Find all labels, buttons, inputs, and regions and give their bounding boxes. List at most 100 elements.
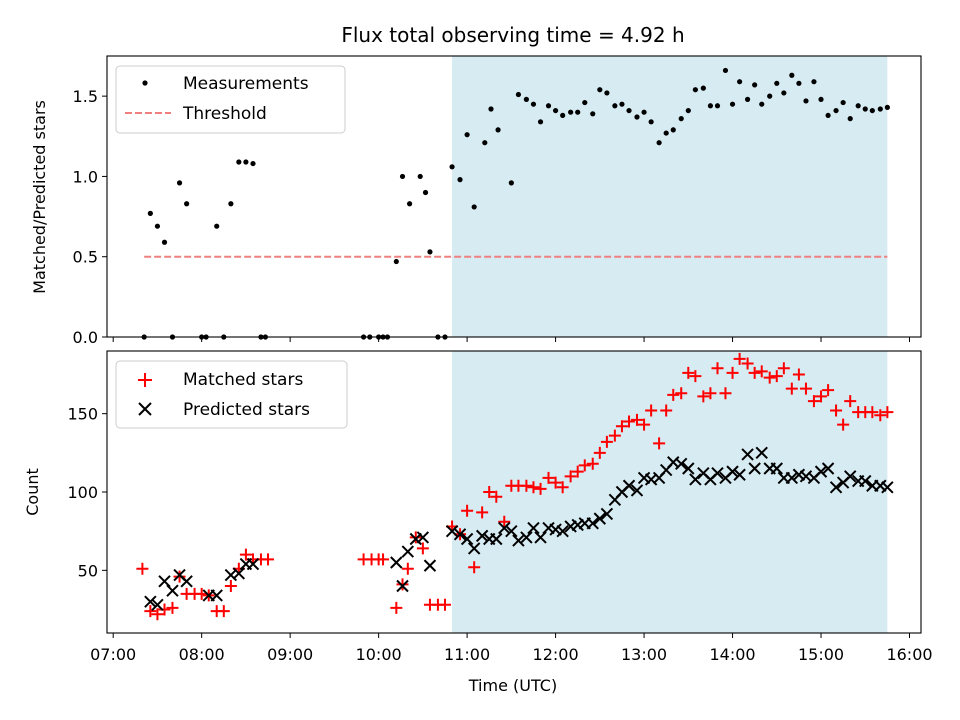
- measurement-point: [154, 223, 161, 229]
- predicted-star-point: [246, 557, 260, 571]
- matched-star-point: [534, 482, 547, 495]
- matched-star-point: [653, 437, 666, 450]
- matched-star-point: [556, 481, 569, 494]
- top-legend: Measurements Threshold: [115, 65, 346, 134]
- measurement-point: [789, 72, 795, 78]
- measurement-point: [147, 210, 153, 216]
- measurement-point: [176, 180, 183, 186]
- measurement-point: [471, 204, 477, 210]
- measurement-point: [626, 107, 632, 114]
- top-axes: 0.0 0.5 1.0 1.5: [73, 87, 910, 347]
- predicted-star-point: [151, 598, 164, 612]
- matched-star-point: [571, 465, 584, 478]
- matched-star-point: [166, 601, 179, 614]
- measurement-point: [482, 140, 488, 146]
- matched-star-point: [416, 542, 429, 555]
- bottom-legend: Matched stars Predicted stars: [115, 360, 348, 429]
- predicted-star-point: [166, 584, 179, 597]
- measurement-point: [495, 127, 501, 133]
- predicted-star-point: [689, 473, 702, 486]
- bottom-shaded-region: [452, 351, 888, 633]
- measurement-point: [417, 173, 423, 180]
- measurement-point: [767, 93, 773, 99]
- predicted-star-point: [556, 524, 569, 538]
- bottom-y-tick-label: 150: [67, 405, 98, 424]
- matched-star-point: [763, 371, 776, 384]
- x-tick-label: 09:00: [267, 645, 313, 664]
- predicted-star-point: [445, 524, 459, 538]
- bottom-panel: 07:00 08:00 09:00 10:00 11:00 12:00 13:00 14:00…: [23, 350, 933, 695]
- matched-star-point: [874, 409, 887, 422]
- measurement-point: [515, 91, 522, 98]
- measurement-point: [161, 239, 168, 245]
- matched-star-point: [195, 587, 208, 600]
- top-series-layer: [141, 67, 890, 340]
- matched-star-point: [520, 479, 533, 492]
- predicted-star-point: [755, 446, 768, 460]
- matched-star-point: [498, 515, 511, 528]
- matched-star-point: [645, 404, 658, 417]
- predicted-star-point: [467, 542, 481, 555]
- matched-star-point: [792, 368, 805, 381]
- predicted-star-point: [600, 507, 614, 521]
- predicted-star-point: [630, 484, 644, 497]
- predicted-star-point: [144, 595, 157, 608]
- matched-star-point: [770, 370, 783, 383]
- matched-star-point: [755, 365, 768, 378]
- matched-star-point: [799, 382, 812, 395]
- predicted-star-point: [622, 479, 636, 492]
- matched-star-point: [396, 578, 409, 591]
- predicted-star-point: [741, 448, 754, 461]
- x-tick-label: 08:00: [179, 645, 225, 664]
- measurement-point: [427, 249, 433, 255]
- measurement-point: [582, 99, 588, 106]
- measurement-point: [597, 87, 603, 93]
- predicted-star-point: [401, 545, 415, 558]
- top-shaded-region: [452, 56, 888, 337]
- measurement-point: [228, 201, 234, 207]
- x-tick-label: 12:00: [533, 645, 579, 664]
- bottom-series-layer: [136, 352, 894, 621]
- matched-star-point: [785, 382, 798, 395]
- measurement-point: [781, 90, 787, 96]
- predicted-star-point: [210, 589, 223, 602]
- measurement-point: [700, 85, 706, 91]
- predicted-star-point: [675, 457, 688, 471]
- top-axes-frame: [106, 55, 922, 338]
- predicted-star-point: [498, 521, 511, 535]
- matched-star-point: [733, 352, 746, 365]
- top-y-tick-label: 1.5: [73, 87, 98, 106]
- predicted-star-point: [748, 462, 761, 475]
- predicted-star-point: [475, 529, 489, 543]
- matched-star-point: [777, 362, 790, 375]
- predicted-star-point: [785, 471, 799, 485]
- predicted-star-point: [505, 524, 518, 538]
- measurement-point: [641, 109, 647, 115]
- top-y-axis-label: Matched/Predicted stars: [30, 100, 49, 294]
- predicted-star-point: [512, 534, 525, 547]
- matched-star-point: [623, 415, 636, 428]
- matched-star-point: [675, 387, 688, 400]
- measurement-point: [634, 114, 640, 120]
- matched-star-point: [527, 481, 540, 494]
- x-axis-label: Time (UTC): [468, 676, 557, 695]
- measurement-point: [692, 87, 698, 93]
- matched-star-point: [844, 395, 857, 408]
- matched-star-point: [401, 562, 414, 575]
- matched-star-point: [638, 418, 651, 431]
- matched-star-point: [837, 418, 850, 431]
- x-tick-label: 16:00: [886, 645, 932, 664]
- matched-star-point: [830, 404, 843, 417]
- measurement-point: [243, 159, 249, 165]
- matched-star-point: [881, 406, 894, 419]
- x-tick-label: 11:00: [444, 645, 490, 664]
- predicted-star-point: [232, 567, 246, 580]
- matched-star-point: [704, 387, 717, 400]
- matched-star-point: [461, 504, 474, 517]
- top-y-tick-label: 0.0: [73, 328, 98, 347]
- matched-star-point: [409, 531, 422, 544]
- matched-star-point: [741, 357, 754, 370]
- matched-star-point: [262, 553, 275, 566]
- legend-threshold-label: Threshold: [182, 104, 267, 124]
